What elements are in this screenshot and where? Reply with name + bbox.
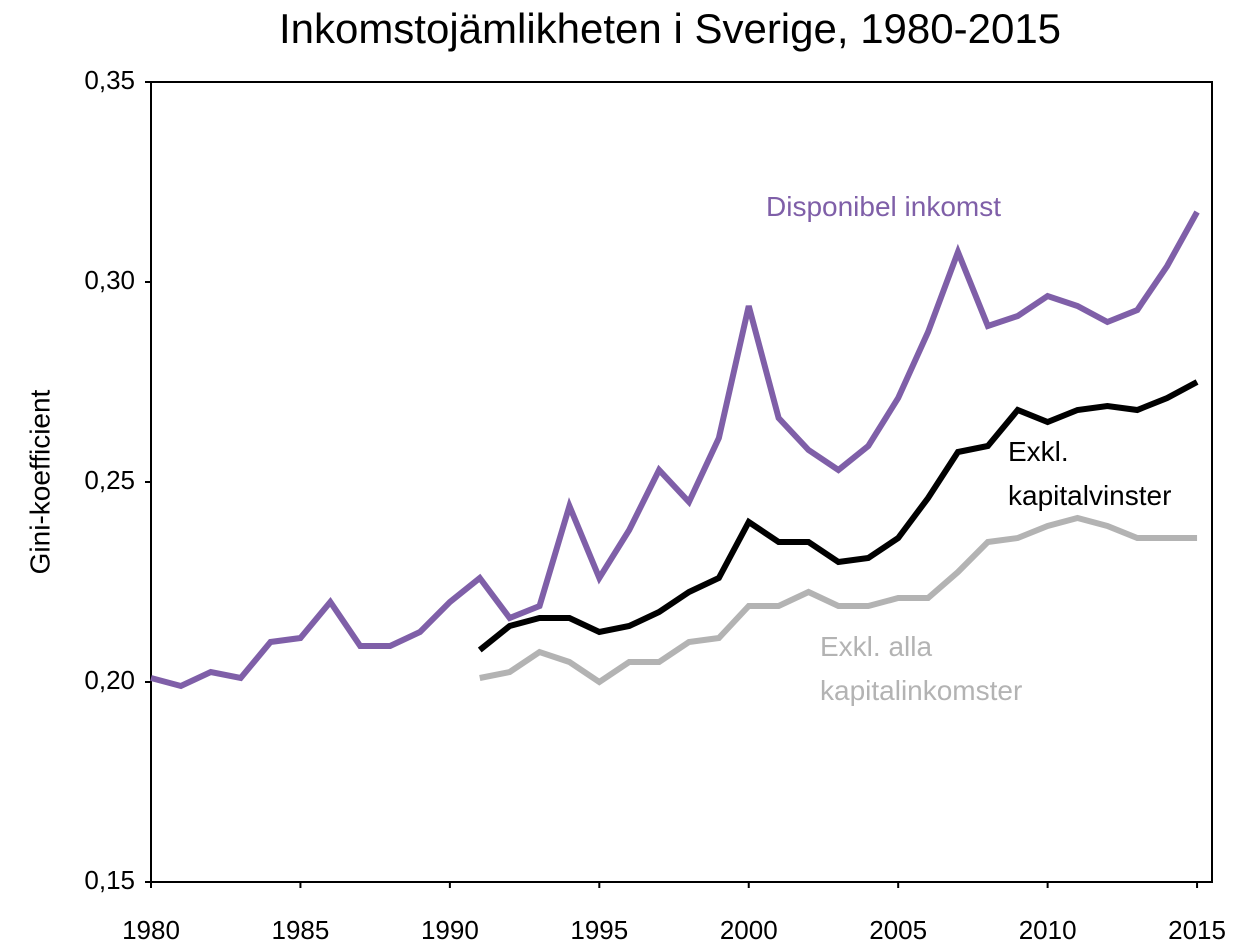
series-line [479, 514, 1198, 686]
y-tick-label: 0,20 [84, 665, 135, 695]
x-tick-label: 1990 [421, 915, 479, 945]
series-label: Exkl. alla kapitalinkomster [820, 631, 1023, 706]
series-line [150, 210, 1200, 690]
y-axis-label: Gini-koefficient [24, 389, 55, 574]
y-tick-label: 0,25 [84, 465, 135, 495]
chart-title: Inkomstojämlikheten i Sverige, 1980-2015 [279, 5, 1061, 52]
series-label: Disponibel inkomst [766, 191, 1001, 222]
series-label: Exkl. kapitalvinster [1008, 436, 1172, 511]
x-tick-label: 2010 [1019, 915, 1077, 945]
y-tick-label: 0,30 [84, 265, 135, 295]
x-tick-label: 1980 [122, 915, 180, 945]
y-tick-label: 0,15 [84, 865, 135, 895]
x-tick-label: 2005 [869, 915, 927, 945]
x-tick-label: 1995 [570, 915, 628, 945]
x-tick-label: 2015 [1168, 915, 1226, 945]
series-line [477, 379, 1199, 653]
y-tick-label: 0,35 [84, 65, 135, 95]
x-tick-label: 2000 [720, 915, 778, 945]
x-tick-label: 1985 [272, 915, 330, 945]
